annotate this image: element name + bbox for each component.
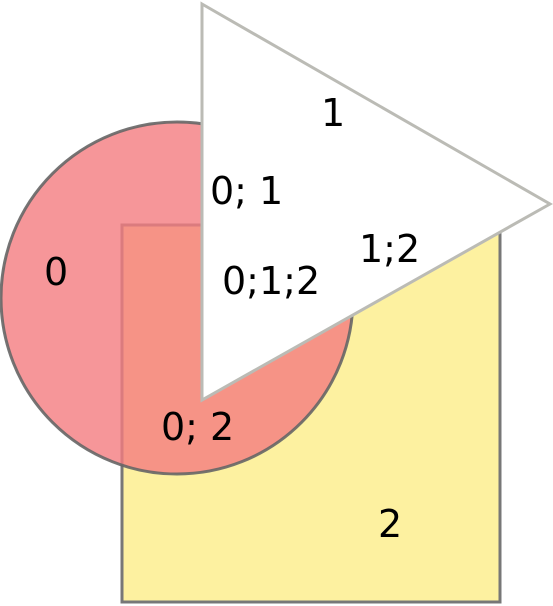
label-circle-triangle: 0; 1	[210, 169, 283, 213]
label-triangle-square: 1;2	[359, 227, 420, 271]
label-all-three: 0;1;2	[222, 259, 320, 303]
triangle-shape	[200, 1, 553, 403]
label-circle-only: 0	[44, 250, 68, 294]
label-triangle-only: 1	[321, 91, 345, 135]
label-square-only: 2	[378, 502, 402, 546]
label-circle-square: 0; 2	[161, 405, 234, 449]
